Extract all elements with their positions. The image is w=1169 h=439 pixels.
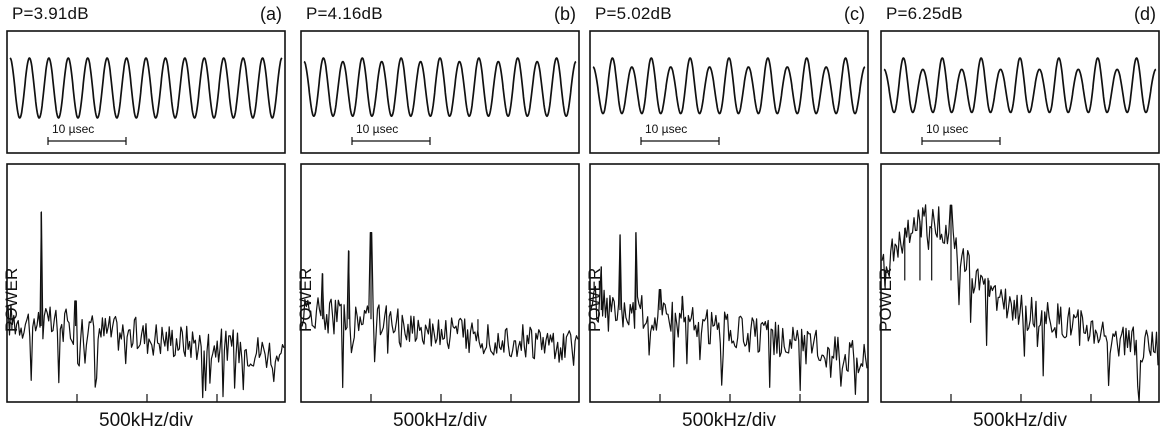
waveform-plot: 10 µsec	[880, 30, 1160, 154]
waveform-plot: 10 µsec	[6, 30, 286, 154]
y-axis-label: POWER	[876, 267, 895, 332]
time-scale-label: 10 µsec	[645, 122, 687, 136]
panel-label: (c)	[844, 4, 865, 24]
time-scale-label: 10 µsec	[356, 122, 398, 136]
y-axis-label: POWER	[2, 267, 21, 332]
waveform-frame	[880, 30, 1160, 154]
spectrum-trace	[590, 232, 868, 395]
panel-label: (d)	[1134, 4, 1156, 24]
spectrum-plot	[589, 163, 869, 403]
panel-2: P=4.16dB (b) 10 µsec POWER 500kHz/div	[296, 0, 582, 439]
x-axis-label: 500kHz/div	[393, 410, 487, 431]
waveform-trace	[883, 57, 1157, 114]
waveform-trace	[592, 57, 866, 115]
spectrum-trace	[301, 232, 579, 389]
spectrum-frame	[6, 163, 286, 403]
spectrum-trace	[7, 211, 285, 399]
waveform-frame	[300, 30, 580, 154]
waveform-frame	[589, 30, 869, 154]
spectrum-plot	[6, 163, 286, 403]
spectrum-plot	[880, 163, 1160, 403]
panel-label: (b)	[554, 4, 576, 24]
y-axis-label: POWER	[296, 267, 315, 332]
waveform-plot: 10 µsec	[589, 30, 869, 154]
time-scale-label: 10 µsec	[52, 122, 94, 136]
power-label: P=3.91dB	[12, 4, 89, 23]
spectrum-frame	[880, 163, 1160, 403]
power-label: P=5.02dB	[595, 4, 672, 23]
x-axis-label: 500kHz/div	[973, 410, 1067, 431]
waveform-frame	[6, 30, 286, 154]
waveform-trace	[9, 57, 283, 119]
y-axis-label: POWER	[585, 267, 604, 332]
power-label: P=4.16dB	[306, 4, 383, 23]
spectrum-frame	[589, 163, 869, 403]
panel-1: P=3.91dB (a) 10 µsec POWER 500kHz/div	[2, 0, 288, 439]
waveform-trace	[303, 57, 577, 118]
time-scale-label: 10 µsec	[926, 122, 968, 136]
x-axis-label: 500kHz/div	[99, 410, 193, 431]
waveform-plot: 10 µsec	[300, 30, 580, 154]
power-label: P=6.25dB	[886, 4, 963, 23]
spectrum-frame	[300, 163, 580, 403]
spectrum-plot	[300, 163, 580, 403]
panel-3: P=5.02dB (c) 10 µsec POWER 500kHz/div	[585, 0, 871, 439]
panel-4: P=6.25dB (d) 10 µsec POWER 500kHz/div	[876, 0, 1162, 439]
panel-label: (a)	[260, 4, 282, 24]
spectrum-trace	[881, 204, 1159, 403]
x-axis-label: 500kHz/div	[682, 410, 776, 431]
